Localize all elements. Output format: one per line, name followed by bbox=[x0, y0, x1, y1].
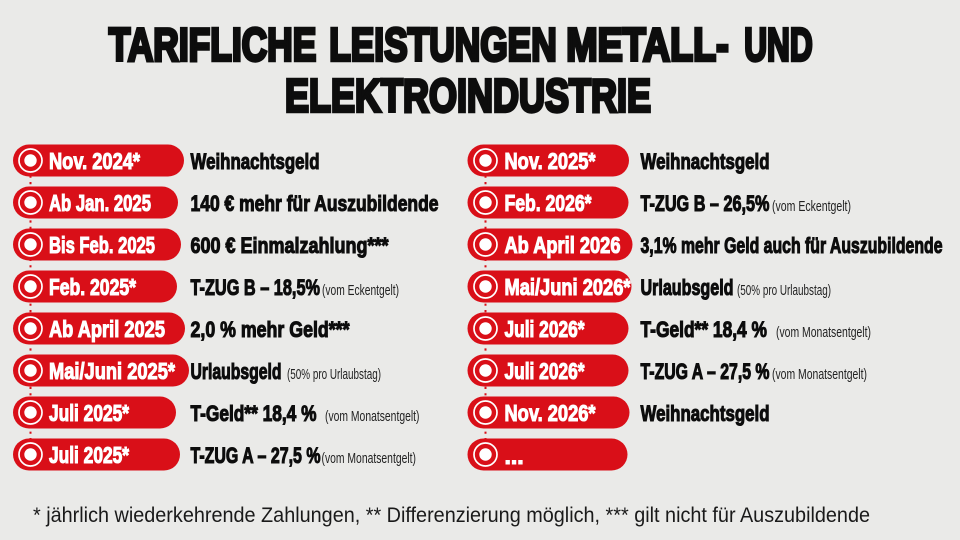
svg-text:ELEKTROINDUSTRIE: ELEKTROINDUSTRIE bbox=[285, 70, 651, 122]
svg-text:T-Geld** 18,4 %: T-Geld** 18,4 % bbox=[641, 317, 768, 342]
svg-text:Bis Feb. 2025: Bis Feb. 2025 bbox=[49, 232, 155, 258]
svg-text:Juli 2026*: Juli 2026* bbox=[505, 316, 585, 342]
svg-text:T-ZUG A – 27,5 %: T-ZUG A – 27,5 % bbox=[641, 359, 770, 384]
svg-text:Juli 2025*: Juli 2025* bbox=[49, 442, 129, 468]
svg-text:Ab April 2026: Ab April 2026 bbox=[505, 232, 621, 258]
svg-text:Nov. 2024*: Nov. 2024* bbox=[49, 148, 140, 174]
svg-text:Juli 2026*: Juli 2026* bbox=[505, 358, 585, 384]
svg-text:Weihnachtsgeld: Weihnachtsgeld bbox=[641, 149, 770, 174]
svg-text:T-ZUG A – 27,5 %: T-ZUG A – 27,5 % bbox=[191, 443, 321, 468]
svg-text:Mai/Juni 2026*: Mai/Juni 2026* bbox=[505, 274, 631, 300]
svg-text:T-ZUG B – 26,5%: T-ZUG B – 26,5% bbox=[641, 191, 770, 216]
svg-text:T-Geld** 18,4 %: T-Geld** 18,4 % bbox=[191, 401, 317, 426]
svg-text:METALL-: METALL- bbox=[566, 19, 729, 71]
svg-text:3,1% mehr Geld auch für Auszub: 3,1% mehr Geld auch für Auszubildende bbox=[641, 233, 943, 258]
svg-text:Urlaubsgeld: Urlaubsgeld bbox=[641, 275, 734, 300]
svg-text:(vom Eckentgelt): (vom Eckentgelt) bbox=[772, 198, 851, 215]
svg-text:LEISTUNGEN: LEISTUNGEN bbox=[329, 19, 557, 71]
svg-text:T-ZUG B – 18,5%: T-ZUG B – 18,5% bbox=[191, 275, 321, 300]
svg-text:(vom Monatsentgelt): (vom Monatsentgelt) bbox=[325, 408, 420, 425]
svg-text:...: ... bbox=[505, 443, 524, 469]
svg-text:Nov. 2025*: Nov. 2025* bbox=[505, 148, 596, 174]
svg-text:(50% pro Urlaubstag): (50% pro Urlaubstag) bbox=[287, 366, 381, 383]
svg-text:* jährlich wiederkehrende Zahl: * jährlich wiederkehrende Zahlungen, ** … bbox=[33, 503, 870, 527]
svg-text:(vom Eckentgelt): (vom Eckentgelt) bbox=[322, 282, 399, 299]
svg-text:TARIFLICHE: TARIFLICHE bbox=[109, 19, 316, 71]
svg-text:Mai/Juni 2025*: Mai/Juni 2025* bbox=[49, 358, 175, 384]
svg-text:Weihnachtsgeld: Weihnachtsgeld bbox=[191, 149, 320, 174]
svg-text:600 € Einmalzahlung***: 600 € Einmalzahlung*** bbox=[191, 233, 389, 258]
svg-text:Ab April 2025: Ab April 2025 bbox=[49, 316, 165, 342]
svg-text:(vom Monatsentgelt): (vom Monatsentgelt) bbox=[772, 366, 867, 383]
svg-text:Ab Jan. 2025: Ab Jan. 2025 bbox=[49, 190, 151, 216]
svg-text:(vom Monatsentgelt): (vom Monatsentgelt) bbox=[776, 324, 871, 341]
svg-text:Feb. 2025*: Feb. 2025* bbox=[49, 274, 136, 300]
svg-text:Nov. 2026*: Nov. 2026* bbox=[505, 400, 596, 426]
svg-text:UND: UND bbox=[744, 19, 813, 71]
svg-text:2,0 % mehr Geld***: 2,0 % mehr Geld*** bbox=[191, 317, 350, 342]
svg-text:Feb. 2026*: Feb. 2026* bbox=[505, 190, 592, 216]
svg-text:140 € mehr für Auszubildende: 140 € mehr für Auszubildende bbox=[191, 191, 439, 216]
svg-text:Weihnachtsgeld: Weihnachtsgeld bbox=[641, 401, 770, 426]
svg-text:(50% pro Urlaubstag): (50% pro Urlaubstag) bbox=[737, 282, 831, 299]
svg-text:Juli 2025*: Juli 2025* bbox=[49, 400, 129, 426]
svg-text:Urlaubsgeld: Urlaubsgeld bbox=[191, 359, 282, 384]
svg-text:(vom Monatsentgelt): (vom Monatsentgelt) bbox=[322, 450, 417, 467]
